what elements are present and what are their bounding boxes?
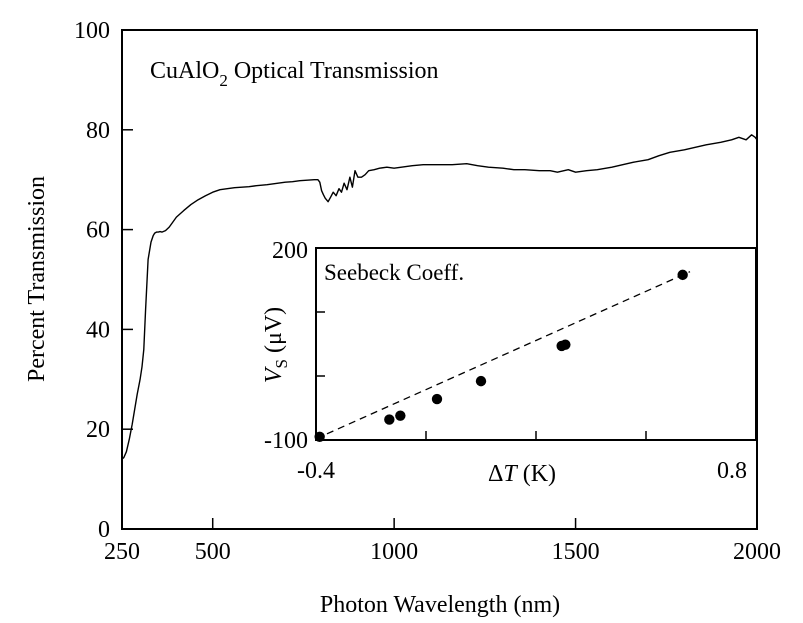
main-y-axis-label: Percent Transmission bbox=[24, 176, 50, 382]
title-rest: Optical Transmission bbox=[228, 58, 439, 84]
seebeck-data-point bbox=[677, 269, 688, 281]
inset-x-label-prefix: Δ bbox=[488, 461, 503, 487]
main-ticks bbox=[121, 29, 758, 530]
main-chart: 250 500 1000 1500 2000 0 20 40 60 80 100 CuAlO2 Op… bbox=[24, 18, 781, 618]
y-tick-label: 40 bbox=[86, 317, 110, 343]
title-subscript: 2 bbox=[219, 71, 228, 90]
inset-chart: Seebeck Coeff. 200 -100 -0.4 0.8 ΔT (K) … bbox=[261, 238, 757, 487]
y-tick-label: 0 bbox=[98, 517, 110, 543]
seebeck-data-point bbox=[314, 431, 325, 442]
inset-x-axis-label: ΔT (K) bbox=[488, 461, 556, 487]
inset-y-label-var: V bbox=[261, 366, 287, 383]
seebeck-data-point bbox=[395, 410, 406, 421]
inset-x-tick-minus0-4: -0.4 bbox=[297, 458, 335, 484]
x-tick-label: 250 bbox=[104, 539, 140, 565]
seebeck-data-point bbox=[384, 414, 395, 425]
inset-x-label-var: T bbox=[503, 461, 518, 487]
inset-fit-line bbox=[315, 271, 691, 440]
inset-x-tick-0-8: 0.8 bbox=[717, 458, 747, 484]
inset-points bbox=[314, 269, 688, 442]
y-tick-label: 80 bbox=[86, 118, 110, 144]
y-tick-label: 20 bbox=[86, 417, 110, 443]
inset-y-label-unit: (μV) bbox=[261, 307, 287, 359]
main-x-axis-label: Photon Wavelength (nm) bbox=[320, 592, 560, 618]
title-main: CuAlO bbox=[150, 58, 219, 84]
y-tick-label: 60 bbox=[86, 218, 110, 244]
transmission-series-line bbox=[121, 134, 758, 460]
inset-y-tick-minus100: -100 bbox=[264, 428, 308, 454]
seebeck-data-point bbox=[560, 339, 571, 350]
x-tick-label: 500 bbox=[195, 539, 231, 565]
inset-x-label-unit: (K) bbox=[517, 461, 556, 487]
x-tick-label: 1500 bbox=[552, 539, 600, 565]
y-tick-label: 100 bbox=[74, 18, 110, 44]
inset-y-axis-label: VS (μV) bbox=[261, 307, 291, 383]
seebeck-data-point bbox=[431, 393, 443, 405]
main-chart-title: CuAlO2 Optical Transmission bbox=[150, 58, 439, 90]
x-tick-label: 1000 bbox=[370, 539, 418, 565]
main-tick-labels: 250 500 1000 1500 2000 0 20 40 60 80 100 bbox=[74, 18, 781, 565]
seebeck-data-point bbox=[475, 375, 487, 387]
inset-title: Seebeck Coeff. bbox=[324, 260, 464, 285]
x-tick-label: 2000 bbox=[733, 539, 781, 565]
inset-y-label-sub: S bbox=[272, 359, 291, 368]
inset-y-tick-200: 200 bbox=[272, 238, 308, 264]
